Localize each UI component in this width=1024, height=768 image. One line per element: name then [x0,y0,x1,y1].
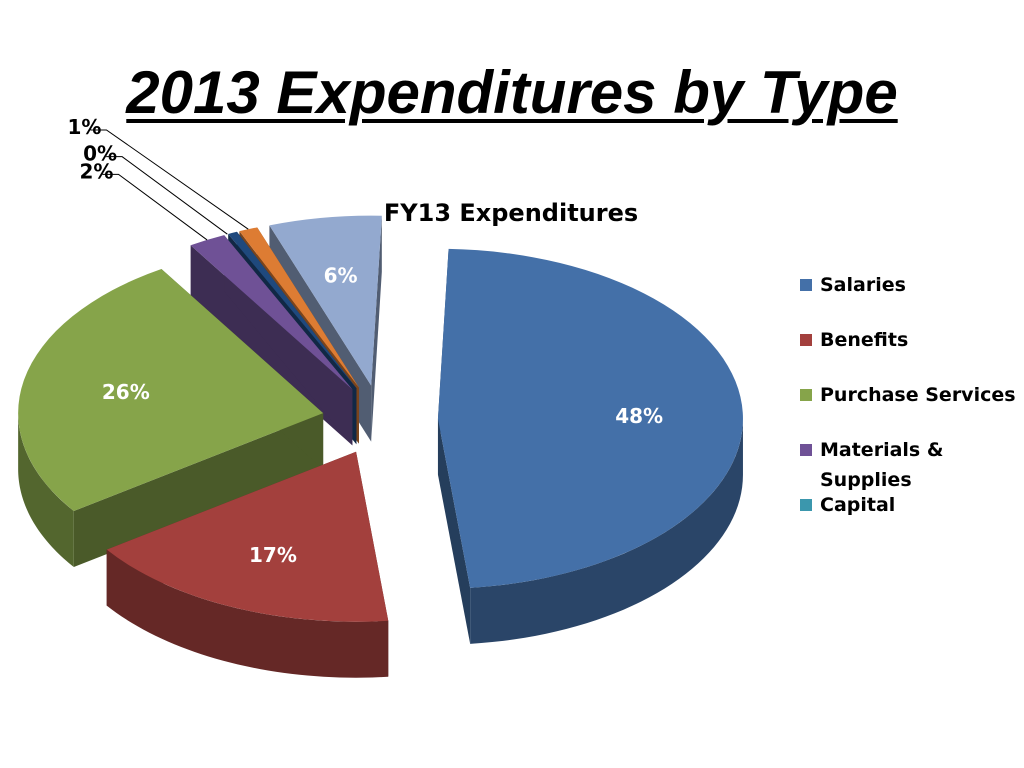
slice-wall-salaries-1 [437,418,471,644]
slice-wall-other-3-1 [371,215,382,442]
slice-top-benefits [106,451,389,622]
leader-line-other-2 [90,129,249,230]
chart-title: FY13 Expenditures [384,199,638,227]
data-label-purchase-services: 26% [102,380,150,404]
legend-swatch-purchase-services [800,389,812,401]
leader-line-materials-supplies [102,173,208,241]
legend-swatch-capital [800,499,812,511]
legend-label-capital: Capital [820,494,896,516]
slice-top-purchase-services [18,268,324,512]
slice-benefits [106,451,389,678]
slice-materials-supplies [190,235,353,446]
legend-label-benefits: Benefits [820,329,909,351]
data-label-benefits: 17% [249,543,297,567]
leader-line-capital [106,156,228,235]
legend-label-materials-supplies: Materials & Supplies [820,439,944,491]
legend-label-purchase-services: Purchase Services [820,384,1016,406]
slice-top-other-2 [239,227,359,388]
data-label-other-3: 6% [324,264,358,288]
legend-swatch-benefits [800,334,812,346]
slice-top-materials-supplies [190,235,353,390]
slice-salaries [437,248,743,644]
slice-top-other-3 [269,215,382,386]
slice-top-salaries [437,248,743,588]
slice-wall-purchase-services-0 [73,413,324,568]
slice-side-benefits-0 [106,549,389,678]
data-label-salaries: 48% [615,404,663,428]
data-label-other-2: 1% [67,115,101,139]
data-label-materials-supplies: 2% [80,159,114,183]
legend-swatch-materials-supplies [800,444,812,456]
slide-title: 2013 Expenditures by Type [126,59,898,126]
slice-side-salaries-0 [470,418,743,644]
legend-swatch-salaries [800,279,812,291]
legend-label-salaries: Salaries [820,274,906,296]
slice-side-purchase-services-0 [18,413,74,568]
data-label-capital: 0% [83,142,117,166]
slice-purchase-services [18,268,324,568]
slice-top-other-1 [228,231,357,389]
